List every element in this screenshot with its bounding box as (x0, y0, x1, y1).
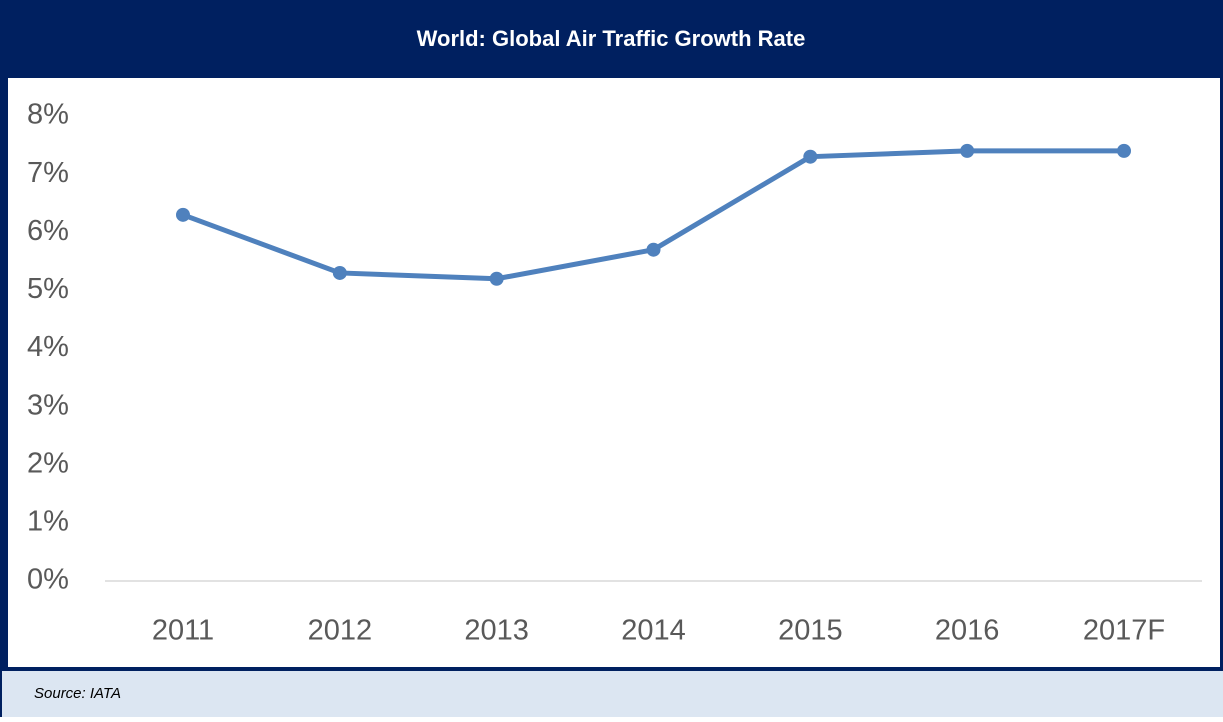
x-tick-label: 2016 (935, 615, 1000, 647)
line (182, 148, 1124, 282)
footer-band (0, 667, 1223, 717)
y-tick-label: 3% (27, 389, 69, 421)
y-tick-label: 1% (27, 506, 69, 538)
line-marker (960, 143, 975, 158)
line-marker (803, 149, 818, 164)
x-tick-label: 2011 (152, 615, 214, 647)
x-tick-label: 2012 (308, 615, 373, 647)
x-tick-label: 2013 (464, 615, 529, 647)
y-tick-label: 4% (27, 331, 69, 363)
line-marker (1117, 143, 1131, 158)
y-tick-label: 6% (27, 215, 69, 247)
y-tick-label: 0% (27, 564, 69, 596)
footer-left-border (0, 667, 2, 717)
line-marker (646, 242, 661, 257)
source-note: Source: IATA (34, 685, 121, 702)
header-bar (0, 0, 1223, 78)
footer-border (0, 667, 1223, 671)
y-tick-label: 5% (27, 273, 69, 305)
y-tick-label: 7% (27, 157, 69, 189)
left-border (0, 78, 8, 670)
line-marker (489, 271, 504, 286)
y-tick-label: 2% (27, 447, 69, 479)
right-border (1220, 78, 1223, 670)
line-marker (176, 207, 190, 222)
x-tick-label: 2015 (778, 615, 843, 647)
y-tick-label: 8% (27, 99, 69, 131)
line-marker (332, 265, 347, 280)
chart-title: World: Global Air Traffic Growth Rate (417, 26, 806, 51)
x-tick-label: 2017F (1083, 615, 1165, 647)
x-tick-label: 2014 (621, 615, 686, 647)
